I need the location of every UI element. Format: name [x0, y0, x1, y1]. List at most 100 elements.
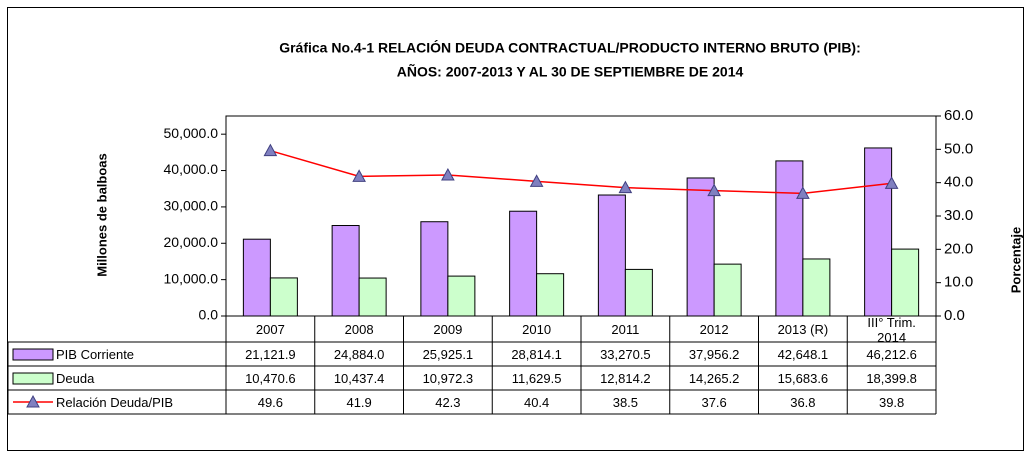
- table-value: 21,121.9: [245, 346, 296, 362]
- bar: [509, 210, 538, 317]
- table-value: 46,212.6: [866, 346, 917, 362]
- table-value: 38.5: [612, 394, 639, 410]
- table-value-box: 24,884.0: [333, 346, 385, 362]
- y2-tick-label: 0.0: [944, 307, 965, 324]
- y2-tick-label: 10.0: [944, 274, 973, 291]
- y2-axis-label: Porcentaje: [1008, 227, 1023, 293]
- table-value-box: 42,648.1: [777, 346, 829, 362]
- table-value: 37,956.2: [688, 346, 740, 362]
- table-value-box: 10,470.6: [245, 370, 296, 386]
- x-tick-label-box: 2011: [611, 322, 639, 337]
- chart-subtitle: AÑOS: 2007-2013 Y AL 30 DE SEPTIEMBRE DE…: [397, 63, 744, 80]
- table-value: 10,437.4: [333, 370, 385, 386]
- marker: [529, 174, 544, 187]
- legend-marker: [26, 394, 40, 408]
- table-value: 25,925.1: [422, 346, 474, 362]
- table-value: 10,470.6: [245, 370, 296, 386]
- table-value-box: 12,814.2: [600, 370, 651, 386]
- table-value-box: 36.8: [790, 394, 816, 410]
- x-tick-label-box: 2008: [344, 322, 374, 337]
- legend-label-box: Deuda: [56, 370, 95, 386]
- table-value: 28,814.1: [511, 346, 562, 362]
- y-tick-label: 20,000.0: [164, 234, 219, 250]
- table-value: 39.8: [878, 394, 905, 410]
- table-value-box: 10,972.3: [423, 371, 474, 386]
- table-value: 18,399.8: [866, 370, 917, 386]
- table-value: 42,648.1: [777, 346, 829, 362]
- legend-label: PIB Corriente: [56, 346, 135, 362]
- table-value: 36.8: [790, 394, 816, 410]
- table-value-box: 10,437.4: [333, 370, 385, 386]
- table-value-box: 25,925.1: [422, 346, 474, 362]
- chart-title: Gráfica No.4-1 RELACIÓN DEUDA CONTRACTUA…: [279, 39, 861, 56]
- bar: [269, 277, 298, 317]
- y2-tick-label: 40.0: [944, 174, 973, 191]
- frame: [7, 7, 1024, 451]
- table-value: 33,270.5: [600, 346, 651, 362]
- table-value: 42.3: [435, 394, 461, 410]
- table-value: 14,265.2: [688, 370, 740, 386]
- table-value-box: 37.6: [701, 395, 726, 410]
- y-tick-label: 30,000.0: [164, 198, 219, 214]
- bar: [420, 221, 449, 317]
- table-value-box: 41.9: [346, 395, 371, 410]
- x-tick-label-box: 2007: [255, 322, 285, 337]
- marker: [618, 180, 633, 194]
- table-value: 24,884.0: [333, 346, 385, 362]
- bar: [331, 225, 360, 317]
- legend-swatch: [12, 348, 54, 361]
- y2-tick-label: 20.0: [944, 240, 973, 257]
- bar: [775, 160, 804, 317]
- table-value: 12,814.2: [600, 370, 651, 386]
- legend-label-box: PIB Corriente: [56, 346, 135, 362]
- bar: [891, 248, 920, 317]
- x-tick-label: 2007: [255, 322, 285, 337]
- y-axis-label: Millones de balboas: [94, 153, 109, 277]
- table-value-box: 46,212.6: [866, 346, 917, 362]
- table-value-box: 42.3: [435, 394, 461, 410]
- legend-label: Deuda: [56, 370, 95, 386]
- marker: [884, 176, 899, 189]
- x-tick-label: 2012: [699, 322, 729, 337]
- bar: [358, 277, 387, 317]
- table-value: 15,683.6: [777, 370, 829, 386]
- table-value-box: 28,814.1: [511, 346, 562, 362]
- marker: [352, 169, 366, 182]
- legend-label-box: Relación Deuda/PIB: [56, 394, 174, 410]
- table-value-box: 40.4: [523, 394, 550, 410]
- bar: [447, 275, 476, 317]
- y2-tick-label: 50.0: [944, 140, 973, 157]
- bar: [242, 238, 271, 317]
- y2-tick-label: 30.0: [944, 207, 973, 224]
- table-value-box: 38.5: [612, 394, 639, 410]
- x-tick-label: 2008: [344, 322, 374, 337]
- bar: [802, 258, 831, 317]
- marker: [263, 143, 278, 157]
- legend-label: Relación Deuda/PIB: [56, 394, 174, 410]
- table-value-box: 15,683.6: [777, 370, 829, 386]
- y-tick-label: 50,000.0: [164, 125, 219, 141]
- table-value: 49.6: [257, 394, 284, 410]
- bar: [624, 268, 653, 317]
- table-value-box: 21,121.9: [245, 346, 296, 362]
- marker: [796, 186, 810, 199]
- y2-tick-label: 60.0: [944, 107, 973, 124]
- table-value: 11,629.5: [511, 370, 562, 386]
- table-value: 40.4: [523, 394, 550, 410]
- x-tick-label-box: 2013 (R): [777, 322, 829, 337]
- bar: [713, 263, 742, 317]
- table-value-box: 18,399.8: [866, 370, 917, 386]
- x-tick-label: 2013 (R): [777, 322, 829, 337]
- table-value-box: 11,629.5: [511, 370, 562, 386]
- x-tick-label: 2010: [522, 322, 552, 337]
- bar: [686, 177, 715, 317]
- bar: [864, 147, 893, 317]
- table-value-box: 33,270.5: [600, 346, 651, 362]
- table-value-box: 39.8: [878, 394, 905, 410]
- bar: [536, 273, 565, 317]
- x-tick-label-box: 2012: [699, 322, 729, 337]
- x-tick-label-box: III° Trim. 2014: [867, 317, 916, 342]
- line: [270, 149, 892, 195]
- x-tick-label: III° Trim. 2014: [867, 317, 916, 342]
